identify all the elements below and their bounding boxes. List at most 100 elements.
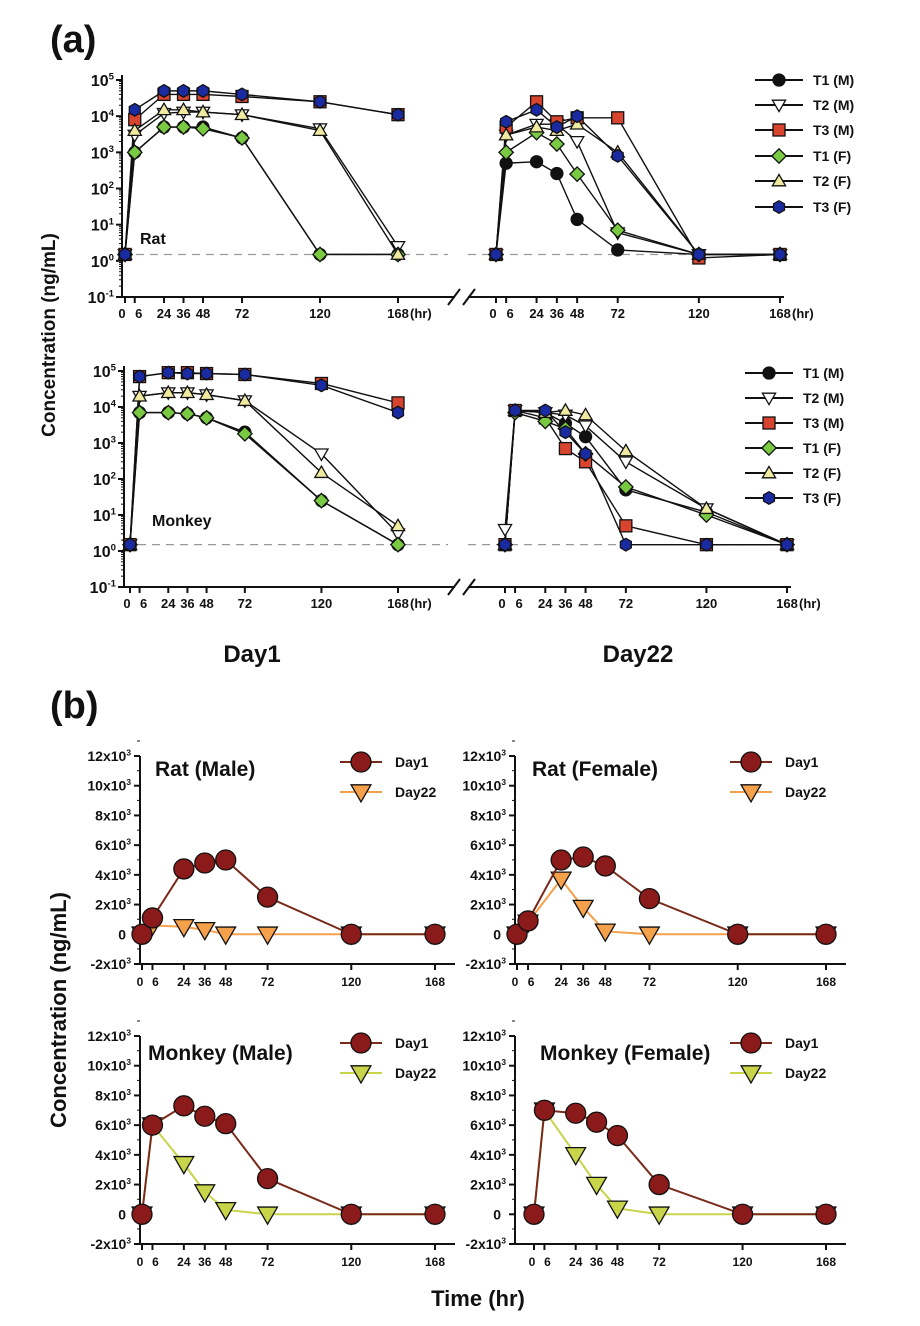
data-point-day22 [585,1176,608,1196]
legend-marker [761,392,777,406]
x-tick-label: 120 [309,306,331,321]
x-tick-label: 6 [152,1255,159,1269]
x-tick-label: 0 [512,975,519,989]
data-point-t1-f- [609,222,626,239]
y-tick-label: 8x103 [95,1087,131,1104]
data-point-t3-f- [235,87,249,102]
legend-label: Day1 [785,754,819,770]
x-tick-label: 6 [528,975,535,989]
legend-label: T3 (F) [803,490,841,506]
x-tick-label: 24 [177,1255,191,1269]
data-point-day1 [256,1167,279,1190]
x-tick-label: 120 [696,596,718,611]
legend-label: Day1 [395,1035,429,1051]
x-tick-label: 168 [425,975,445,989]
data-point-day1 [340,923,362,945]
x-tick-label: 48 [599,975,613,989]
series-line-t2-m- [504,409,788,546]
y-tick-label: 12x103 [87,747,131,764]
data-point-t1-f- [313,492,330,509]
legend-marker [761,465,777,479]
y-tick-label: 12x103 [462,1027,506,1044]
x-unit-label: (hr) [792,306,814,321]
y-tick-label: 104 [91,108,115,126]
y-tick-label: 8x103 [470,807,506,824]
y-tick-label: 4x103 [470,1146,506,1163]
legend-label: T2 (M) [813,97,854,113]
legend-label: T2 (F) [803,465,841,481]
data-point-day1 [727,923,749,945]
x-tick-label: 24 [157,306,172,321]
data-point-t3-f- [123,537,137,552]
x-tick-label: 36 [558,596,572,611]
data-point-t1-m- [550,166,564,181]
data-point-t3-f- [196,83,210,98]
data-point-day1 [424,923,446,945]
data-point-t2-m- [313,448,330,462]
data-point-day1 [523,1203,545,1225]
data-point-t1-m- [611,243,625,257]
series-line-t1-f- [495,131,780,256]
x-unit-label: (hr) [410,306,432,321]
data-point-t3-f- [780,537,794,552]
series-line-t2-f- [504,409,788,546]
data-point-day22 [256,1206,279,1226]
data-point-t3-f- [489,247,503,262]
legend-label: T2 (F) [813,173,851,189]
x-tick-label: 48 [578,596,592,611]
legend-marker [739,1065,763,1085]
y-tick-label: 6x103 [95,837,131,854]
data-point-day22 [256,926,279,946]
data-point-t3-f- [508,403,522,418]
x-tick-label: 72 [261,1255,275,1269]
x-tick-label: 168 [776,596,798,611]
x-tick-label: 36 [198,975,212,989]
data-point-t1-f- [311,246,329,263]
data-point-t2-m- [569,135,585,150]
y-tick-label: -2x103 [91,955,132,972]
x-tick-label: 6 [152,975,159,989]
axis-break-mark [447,578,461,596]
data-point-t3-f- [128,102,141,117]
legend-label: Day1 [785,1035,819,1051]
data-point-day22 [594,923,617,943]
x-tick-label: 36 [176,306,190,321]
x-tick-label: 168 [387,596,409,611]
y-tick-label: 0 [493,1206,501,1222]
panel-b-ylabel: Concentration (ng/mL) [46,892,71,1128]
x-tick-label: 0 [123,596,130,611]
data-point-t1-f- [236,425,253,442]
data-point-day1 [131,923,153,945]
data-point-t3-f- [579,446,592,461]
series-line-t2-f- [124,109,399,255]
data-point-day1 [194,1105,216,1127]
y-tick-label: -2x103 [466,955,507,972]
legend-marker [762,366,776,380]
legend-label: T1 (F) [813,148,851,164]
y-tick-label: 10-1 [90,579,117,597]
legend-marker [771,99,787,113]
x-tick-label: 36 [180,596,194,611]
legend-label: T3 (F) [813,199,851,215]
data-point-t1-f- [131,404,148,421]
x-tick-label: 72 [643,975,657,989]
day1-label: Day1 [223,641,280,668]
data-point-t2-f- [237,392,253,407]
legend-label: T3 (M) [803,415,844,431]
data-point-t3-f- [177,83,190,98]
title-rat-male: Rat (Male) [155,758,255,781]
x-tick-label: 24 [161,596,176,611]
data-point-t2-f- [498,127,514,141]
title-monkey-male: Monkey (Male) [148,1042,293,1065]
data-point-day1 [194,852,216,874]
data-point-t2-f- [390,517,406,532]
data-point-t2-f- [528,119,545,133]
data-point-day22 [193,1184,216,1204]
y-tick-label: 0 [118,926,126,942]
series-line-t2-m- [495,123,780,256]
x-tick-label: 6 [544,1255,551,1269]
data-point-day1 [173,1095,195,1117]
y-tick-label: -2x103 [466,1235,507,1252]
y-tick-label: 12x103 [87,1027,131,1044]
